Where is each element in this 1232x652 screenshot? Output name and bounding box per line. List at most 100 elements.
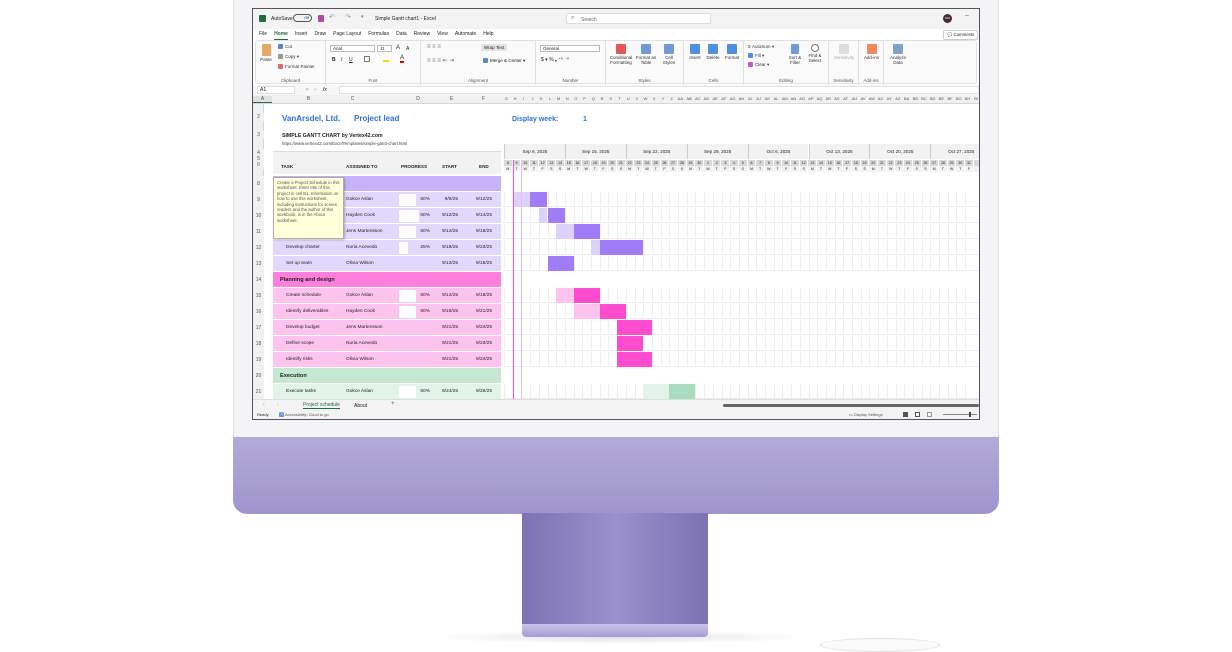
task-row[interactable]: Set up team Olivia Wilson 9/13/25 9/15/25	[273, 256, 501, 271]
progress-value[interactable]: 50%	[420, 309, 430, 314]
formula-input[interactable]	[339, 86, 979, 94]
column-header-O[interactable]: O	[574, 96, 578, 101]
gantt-bar[interactable]	[530, 192, 548, 207]
column-header-AD[interactable]: AD	[703, 96, 710, 101]
borders-icon[interactable]	[364, 56, 370, 62]
task-name[interactable]: Execute tasks	[286, 389, 316, 394]
font-color-icon[interactable]: A	[400, 55, 405, 63]
undo-icon[interactable]: ↶	[329, 14, 335, 21]
assigned-to[interactable]: Jens Martensson	[346, 325, 383, 330]
tab-page-layout[interactable]: Page Layout	[333, 31, 362, 37]
row-number[interactable]: 11	[253, 224, 264, 240]
column-header-AZ[interactable]: AZ	[895, 96, 901, 101]
column-header-S[interactable]: S	[609, 96, 613, 101]
increase-font-icon[interactable]: A	[396, 45, 401, 51]
sort-filter-button[interactable]: Sort & Filter	[786, 44, 804, 65]
column-header-AV[interactable]: AV	[860, 96, 866, 101]
task-row[interactable]: Identify deliverables Hayden Cook 50% 9/16/…	[273, 304, 501, 319]
row-number[interactable]: 4	[253, 149, 264, 157]
gantt-bar[interactable]	[617, 320, 652, 335]
gantt-bar[interactable]	[573, 288, 600, 303]
prev-sheet-icon[interactable]: ‹	[263, 402, 265, 408]
column-header-BB[interactable]: BB	[912, 96, 918, 101]
gantt-bar[interactable]	[599, 240, 644, 255]
progress-value[interactable]: 50%	[420, 389, 430, 394]
end-date[interactable]: 9/14/25	[475, 213, 492, 218]
progress-value[interactable]	[399, 336, 430, 352]
progress-value[interactable]	[399, 256, 430, 272]
addins-button[interactable]: Add-ins	[861, 44, 882, 60]
enter-icon[interactable]: ✓	[313, 87, 318, 93]
gantt-bar-progress[interactable]	[512, 192, 531, 207]
task-name[interactable]: Create schedule	[286, 293, 321, 298]
assigned-to[interactable]: Nuria Acevedo	[346, 341, 378, 346]
gantt-bar-progress[interactable]	[556, 224, 574, 239]
column-header-J[interactable]: J	[531, 96, 534, 101]
progress-value[interactable]: 50%	[420, 229, 430, 234]
gantt-bar[interactable]	[573, 224, 600, 239]
start-date[interactable]: 9/21/25	[441, 341, 458, 346]
column-header-M[interactable]: M	[556, 96, 561, 101]
end-date[interactable]: 9/15/25	[475, 261, 492, 266]
column-header-Y[interactable]: Y	[661, 96, 665, 101]
display-settings-button[interactable]: ▭ Display Settings	[849, 412, 883, 417]
analyze-data-button[interactable]: Analyze Data	[886, 44, 910, 65]
start-date[interactable]: 9/24/25	[441, 389, 458, 394]
gantt-bar[interactable]	[599, 304, 626, 319]
company-name[interactable]: VanArsdel, Ltd.	[282, 114, 341, 123]
comments-button[interactable]: 💬 Comments	[943, 30, 979, 40]
row-number[interactable]: 18	[253, 336, 264, 352]
avatar[interactable]: MO	[943, 14, 952, 23]
column-header-D[interactable]: D	[416, 96, 420, 102]
column-header-C[interactable]: C	[350, 96, 355, 102]
conditional-formatting-button[interactable]: Conditional Formatting	[608, 44, 634, 65]
column-header-P[interactable]: P	[583, 96, 586, 101]
assigned-to[interactable]: Nuria Acevedo	[346, 245, 378, 250]
column-header-B[interactable]: B	[306, 96, 311, 102]
zoom-slider[interactable]	[943, 412, 977, 417]
end-date[interactable]: 9/18/25	[475, 293, 492, 298]
row-number[interactable]: 9	[253, 192, 264, 208]
bold-button[interactable]: B	[332, 57, 336, 63]
column-header-H[interactable]: H	[513, 96, 517, 101]
column-header-BD[interactable]: BD	[929, 96, 936, 101]
task-name[interactable]: Develop budget	[286, 325, 320, 330]
end-date[interactable]: 9/24/25	[475, 325, 492, 330]
tab-automate[interactable]: Automate	[454, 31, 477, 37]
column-header-U[interactable]: U	[626, 96, 630, 101]
italic-button[interactable]: I	[341, 57, 343, 63]
column-header-AA[interactable]: AA	[677, 96, 684, 101]
column-header-F[interactable]: F	[481, 96, 486, 102]
column-header-Q[interactable]: Q	[591, 96, 595, 101]
column-header-BG[interactable]: BG	[955, 96, 962, 101]
column-header-L[interactable]: L	[548, 96, 551, 101]
clear-button[interactable]: Clear ▾	[748, 62, 769, 68]
tab-review[interactable]: Review	[413, 31, 431, 37]
insert-function-icon[interactable]: fx	[323, 87, 327, 93]
column-header-AE[interactable]: AE	[712, 96, 718, 101]
accessibility-status[interactable]: ♿ Accessibility: Good to go	[279, 412, 329, 417]
row-number[interactable]: 20	[253, 368, 264, 384]
column-header-AK[interactable]: AK	[764, 96, 771, 101]
sensitivity-button[interactable]: Sensitivity	[831, 44, 857, 60]
column-header-AL[interactable]: AL	[773, 96, 779, 101]
gantt-bar[interactable]	[547, 208, 565, 223]
column-header-R[interactable]: R	[600, 96, 604, 101]
column-header-AT[interactable]: AT	[843, 96, 849, 101]
column-header-BI[interactable]: BI	[974, 96, 979, 101]
column-header-AP[interactable]: AP	[808, 96, 814, 101]
start-date[interactable]: 9/14/25	[441, 293, 458, 298]
end-date[interactable]: 9/23/25	[475, 245, 492, 250]
column-header-AH[interactable]: AH	[738, 96, 745, 101]
column-header-BH[interactable]: BH	[964, 96, 971, 101]
column-header-K[interactable]: K	[539, 96, 543, 101]
column-header-X[interactable]: X	[652, 96, 656, 101]
assigned-to[interactable]: Olivia Wilson	[346, 261, 374, 266]
gantt-bar-progress[interactable]	[591, 240, 600, 255]
column-header-AX[interactable]: AX	[877, 96, 884, 101]
end-date[interactable]: 9/12/25	[475, 197, 492, 202]
phase-row[interactable]: Planning and design	[273, 272, 501, 287]
column-header-BA[interactable]: BA	[903, 96, 910, 101]
next-sheet-icon[interactable]: ›	[277, 402, 279, 408]
display-week-value[interactable]: 1	[583, 116, 587, 123]
